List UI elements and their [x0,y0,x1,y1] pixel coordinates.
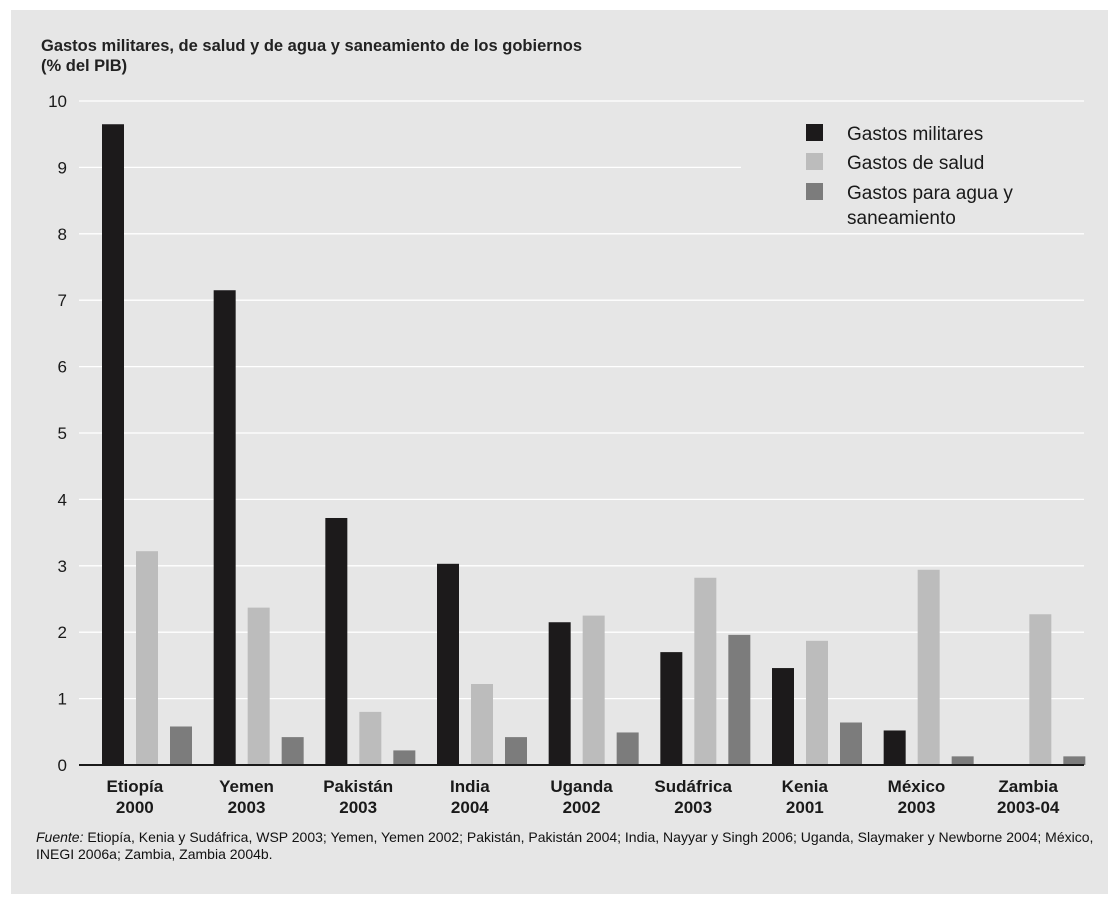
chart-figure: Gastos militares, de salud y de agua y s… [11,10,1108,894]
x-tick-label-name: Sudáfrica [654,777,732,796]
bar-militares-4 [549,622,571,765]
x-tick-label-year: 2001 [786,798,824,817]
footnote-text: Etiopía, Kenia y Sudáfrica, WSP 2003; Ye… [36,829,1093,862]
x-tick-label-year: 2002 [563,798,601,817]
x-tick-label-name: India [450,777,490,796]
y-tick-label: 4 [58,490,67,509]
bar-militares-0 [102,124,124,765]
y-tick-label: 8 [58,225,67,244]
legend-swatch [806,183,823,200]
bar-salud-2 [359,712,381,765]
y-tick-label: 0 [58,756,67,775]
x-tick-label-year: 2003-04 [997,798,1060,817]
bar-salud-1 [248,608,270,765]
bar-agua-4 [617,732,639,765]
bar-militares-5 [660,652,682,765]
legend-swatch [806,124,823,141]
y-tick-label: 2 [58,623,67,642]
bar-militares-2 [325,518,347,765]
bar-agua-6 [840,723,862,765]
y-tick-label: 6 [58,358,67,377]
bar-militares-7 [884,730,906,765]
x-tick-label-name: México [888,777,946,796]
bar-agua-8 [1063,756,1085,765]
bar-salud-3 [471,684,493,765]
y-tick-label: 10 [48,92,67,111]
x-tick-label-year: 2003 [674,798,712,817]
legend-label: Gastos para agua y [847,183,1013,204]
footnote: Fuente: Etiopía, Kenia y Sudáfrica, WSP … [36,829,1096,863]
bar-militares-6 [772,668,794,765]
legend: Gastos militares Gastos de salud Gastos pa… [806,124,1013,229]
legend-label-line2: saneamiento [847,208,956,229]
bar-salud-5 [694,578,716,765]
y-tick-label: 5 [58,424,67,443]
legend-swatch [806,153,823,170]
x-tick-label-name: Uganda [550,777,613,796]
x-tick-label-year: 2004 [451,798,489,817]
bar-militares-1 [214,290,236,765]
x-tick-label-year: 2000 [116,798,154,817]
y-tick-label: 7 [58,291,67,310]
legend-label: Gastos militares [847,124,983,145]
y-tick-label: 1 [58,690,67,709]
bar-salud-6 [806,641,828,765]
y-tick-label: 9 [58,158,67,177]
bar-chart: 0 1 2 3 4 5 6 7 8 9 10 Etiopía 2000 Yemen 2003 Pakistán… [11,10,1108,894]
x-tick-label-year: 2003 [339,798,377,817]
x-tick-label-year: 2003 [228,798,266,817]
x-tick-label-name: Yemen [219,777,274,796]
bar-agua-0 [170,726,192,765]
bar-salud-8 [1029,614,1051,765]
bar-salud-7 [918,570,940,765]
bar-salud-0 [136,551,158,765]
x-tick-label-year: 2003 [898,798,936,817]
x-tick-label-name: Etiopía [106,777,163,796]
y-tick-label: 3 [58,557,67,576]
x-tick-label-name: Kenia [782,777,829,796]
bar-agua-5 [728,635,750,765]
bar-agua-3 [505,737,527,765]
bar-agua-1 [282,737,304,765]
footnote-label: Fuente: [36,829,83,845]
x-tick-label-name: Pakistán [323,777,393,796]
bar-salud-4 [583,616,605,765]
bar-militares-3 [437,564,459,765]
bar-agua-7 [952,756,974,765]
bar-agua-2 [393,750,415,765]
legend-label: Gastos de salud [847,153,984,174]
x-tick-label-name: Zambia [998,777,1058,796]
